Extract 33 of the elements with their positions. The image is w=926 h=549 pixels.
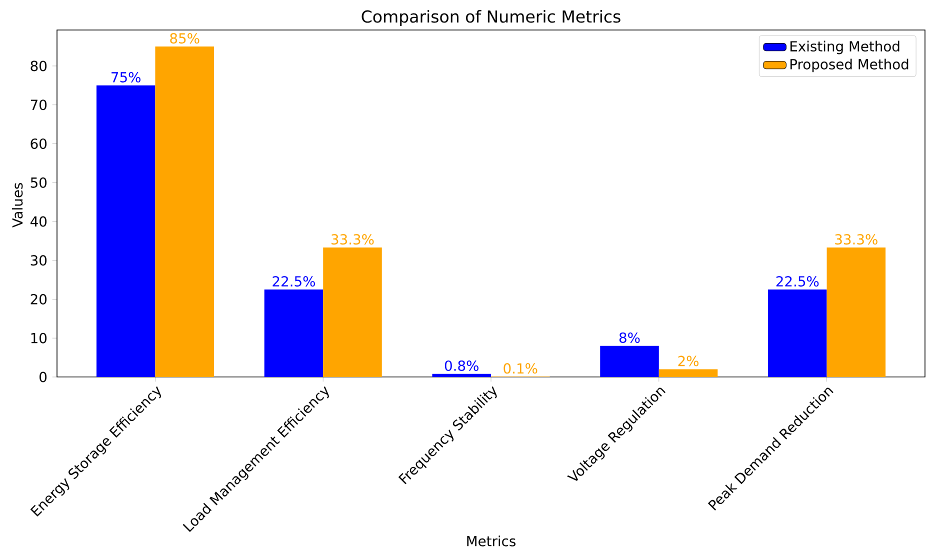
y-tick-label: 60 xyxy=(30,138,47,149)
bar xyxy=(768,290,827,377)
y-axis-title: Values xyxy=(12,183,23,228)
y-tick-label: 50 xyxy=(30,177,47,188)
bar xyxy=(826,248,886,377)
y-tick-label: 10 xyxy=(31,332,47,344)
y-tick-label: 70 xyxy=(30,100,47,110)
x-axis-title: Metrics xyxy=(467,536,516,546)
data-label: 0.1% xyxy=(504,363,538,374)
legend-label: Existing Method xyxy=(790,40,900,54)
data-label: 0.8% xyxy=(444,360,478,371)
data-label: 33.3% xyxy=(332,234,374,245)
data-label: 2% xyxy=(678,356,698,366)
data-label: 33.3% xyxy=(835,234,878,245)
chart-title: Comparison of Numeric Metrics xyxy=(362,10,620,26)
y-tick-label: 80 xyxy=(30,60,47,72)
bar xyxy=(264,290,324,377)
legend-label: Proposed Method xyxy=(790,58,908,72)
data-label: 75% xyxy=(112,72,140,82)
bar xyxy=(155,46,214,377)
y-tick-label: 40 xyxy=(30,216,47,227)
bar xyxy=(323,248,382,377)
bar xyxy=(432,374,491,377)
data-label: 8% xyxy=(619,332,640,343)
bar xyxy=(96,85,156,377)
y-tick-label: 30 xyxy=(30,255,47,266)
y-tick-label: 20 xyxy=(30,294,47,304)
bar xyxy=(600,346,659,377)
y-tick-label: 0 xyxy=(40,372,47,382)
bar xyxy=(658,369,718,377)
data-label: 85% xyxy=(170,33,200,44)
data-label: 22.5% xyxy=(272,276,315,287)
data-label: 22.5% xyxy=(776,276,819,287)
